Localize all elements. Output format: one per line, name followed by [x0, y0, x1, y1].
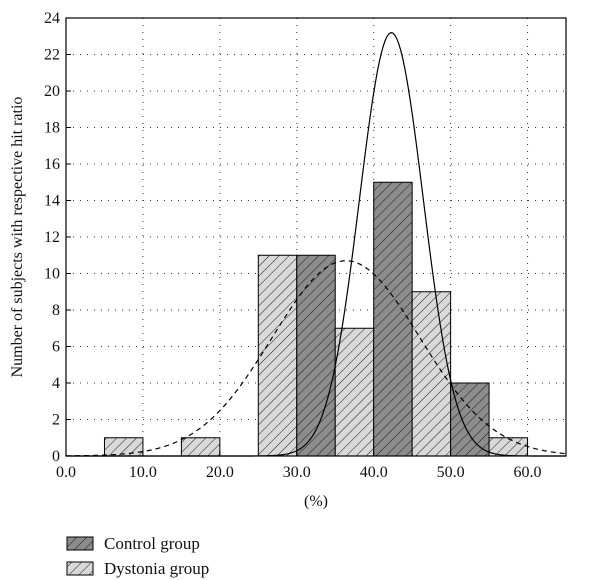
x-axis-label: (%) [304, 493, 328, 510]
y-tick-label: 4 [52, 375, 60, 392]
bar-control [373, 181, 413, 457]
legend: Control group Dystonia group [66, 534, 209, 578]
y-tick-label: 0 [52, 448, 60, 465]
y-tick-label: 14 [44, 193, 60, 210]
y-tick-label: 10 [44, 266, 60, 283]
y-tick-label: 8 [52, 302, 60, 319]
bar-control [450, 382, 490, 457]
x-tick-label: 60.0 [514, 464, 542, 481]
bar-dystonia [103, 437, 144, 457]
bar-dystonia [334, 327, 375, 457]
x-tick-label: 40.0 [360, 464, 388, 481]
bar-dystonia [411, 291, 452, 457]
y-tick-label: 24 [44, 10, 60, 27]
dystonia-fit-curve [65, 260, 567, 457]
y-tick-label: 6 [52, 339, 60, 356]
x-tick-label: 50.0 [437, 464, 465, 481]
x-tick-label: 10.0 [129, 464, 157, 481]
bar-dystonia [257, 254, 298, 457]
y-axis-label: Number of subjects with respective hit r… [9, 97, 26, 378]
legend-label-control: Control group [104, 534, 200, 553]
y-tick-label: 12 [44, 229, 60, 246]
legend-item-dystonia: Dystonia group [66, 559, 209, 578]
bar-control [296, 254, 336, 457]
legend-item-control: Control group [66, 534, 200, 553]
legend-label-dystonia: Dystonia group [104, 559, 209, 578]
y-tick-label: 20 [44, 83, 60, 100]
bars [103, 181, 529, 457]
y-tick-label: 2 [52, 412, 60, 429]
y-tick-label: 22 [44, 47, 60, 64]
legend-swatch-control [66, 536, 94, 551]
legend-swatch-dystonia [66, 561, 94, 576]
x-tick-label: 20.0 [206, 464, 234, 481]
bar-dystonia [180, 437, 221, 457]
y-tick-label: 16 [44, 156, 60, 173]
y-tick-label: 18 [44, 120, 60, 137]
x-tick-label: 0.0 [56, 464, 76, 481]
x-tick-label: 30.0 [283, 464, 311, 481]
